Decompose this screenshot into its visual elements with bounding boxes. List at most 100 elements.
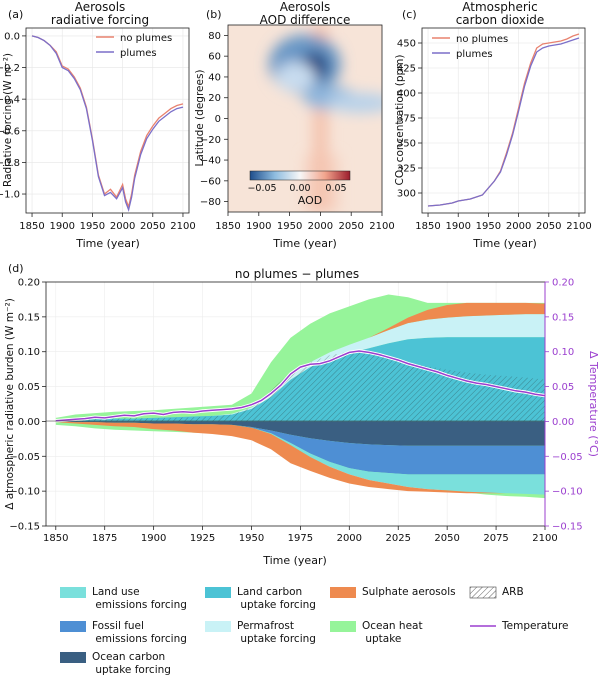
panel-d-xtick-label: 2025 [386, 533, 411, 544]
panel-c-ytick-label: 425 [397, 64, 416, 75]
panel-a-xtick-label: 2100 [170, 221, 195, 232]
panel-d-legend: Land use emissions forcing Land carbon up… [60, 586, 569, 676]
legend-label: Ocean carbon uptake forcing [92, 651, 171, 676]
panel-a-legend: no plumes plumes [96, 33, 172, 59]
legend-label: Temperature [501, 620, 569, 632]
legend-swatch-arb [469, 586, 497, 599]
heatmap-blob-edge [275, 61, 316, 92]
panel-b-xtick-label: 1900 [246, 221, 271, 232]
heatmap-blob-tail2 [326, 92, 382, 113]
panel-d-ytick-label-right: 0.05 [552, 382, 574, 393]
panel-b-xtick-label: 1950 [277, 221, 302, 232]
temperature-line [55, 350, 545, 422]
panel-b-heatmap [228, 25, 382, 212]
panel-a-axes-frame [25, 27, 190, 214]
panel-a-ytick-label: −0.4 [0, 95, 20, 106]
panel-b-title-line1: Aerosols [280, 0, 331, 14]
panel-c-title-line2: carbon dioxide [456, 13, 545, 27]
panel-b-ytick-label: 40 [208, 72, 221, 83]
panel-d-xtick-label: 1925 [190, 533, 215, 544]
panel-d-ytick-label: −0.05 [9, 452, 40, 463]
panel-a-xtick-label: 1850 [19, 221, 44, 232]
panel-b-colorbar: −0.05 0.00 0.05 AOD [247, 170, 351, 207]
panel-d-ytick-label-right: 0.15 [552, 312, 574, 323]
legend-label: Fossil fuel emissions forcing [92, 620, 187, 645]
panel-b-xtick-label: 2100 [369, 221, 394, 232]
panel-b-xlabel: Time (year) [272, 237, 337, 250]
panel-a-ytick-label: 0.0 [4, 31, 20, 42]
panel-d-ytick-label: 0.10 [18, 347, 40, 358]
panel-b: Aerosols AOD difference 1850 1900 1950 2000… [194, 0, 395, 250]
panel-b-ytick-label: −40 [200, 156, 221, 167]
area-negative-1 [55, 421, 545, 475]
panel-c-series-plumes [427, 37, 580, 207]
legend-swatch [60, 587, 86, 598]
legend-label: Land use emissions forcing [92, 586, 187, 611]
panel-d-ytick-label: 0.20 [18, 278, 40, 289]
panel-d-ylabel-right: Δ Temperature (°C) [587, 351, 600, 457]
panel-c-ytick-label: 450 [397, 39, 416, 50]
panel-d-xtick-label: 1875 [92, 533, 117, 544]
panel-a-ytick-label: −0.6 [0, 126, 20, 137]
colorbar-tick-max: 0.05 [325, 183, 346, 194]
legend-label: Land carbon uptake forcing [237, 586, 316, 611]
panel-a-xtick-label: 1950 [80, 221, 105, 232]
panel-a-title-line2: radiative forcing [51, 13, 149, 27]
panel-d-ytick-label: −0.15 [9, 522, 40, 533]
panel-d-ytick-label-right: −0.10 [552, 487, 583, 498]
legend-label: ARB [502, 586, 524, 598]
area-positive-3 [55, 302, 545, 421]
legend-swatch [60, 621, 86, 632]
panel-c-xtick-label: 2100 [566, 221, 591, 232]
panel-b-ytick-label: 80 [208, 31, 221, 42]
area-negative-0 [55, 421, 545, 446]
area-negative-2 [55, 421, 545, 495]
legend-label: Sulphate aerosols [362, 586, 456, 598]
panel-d-ytick-label-right: 0.10 [552, 347, 574, 358]
panel-c-xtick-label: 1950 [476, 221, 501, 232]
panel-d-xtick-label: 2100 [532, 533, 557, 544]
panel-c: Atmospheric carbon dioxide 1850 1900 1950 2… [394, 0, 592, 250]
panel-c-ytick-label: 400 [397, 89, 416, 100]
legend-c-no-plumes: no plumes [456, 34, 508, 45]
legend-swatch [205, 621, 231, 632]
panel-d-xtick-label: 1850 [43, 533, 68, 544]
legend-label: Permafrost uptake forcing [237, 620, 316, 645]
colorbar-tick-mid: 0.00 [289, 183, 310, 194]
panel-c-ytick-label: 300 [397, 189, 416, 200]
panel-d-xtick-label: 2000 [337, 533, 362, 544]
panel-d-ytick-label: 0.15 [18, 312, 40, 323]
legend-swatch [60, 652, 86, 663]
panel-d-xtick-label: 1950 [239, 533, 264, 544]
panel-d-ytick-label-right: 0.20 [552, 278, 574, 289]
panel-d-ytick-label-right: −0.15 [552, 522, 583, 533]
panel-d-ytick-label-right: 0.00 [552, 417, 574, 428]
panel-a-ytick-label: −1.0 [0, 190, 20, 201]
panel-d-xlabel: Time (year) [262, 554, 327, 567]
panel-label-c: (c) [402, 8, 417, 21]
panel-d-ytick-label-right: −0.05 [552, 452, 583, 463]
panel-a-xtick-label: 1900 [49, 221, 74, 232]
panel-c-xtick-label: 1850 [415, 221, 440, 232]
panel-d-xtick-label: 2075 [483, 533, 508, 544]
legend-label: Ocean heat uptake [362, 620, 423, 645]
panel-b-ytick-label: 0 [215, 114, 221, 125]
panel-label-d: (d) [8, 262, 24, 275]
panel-d: no plumes − plumes 1850 1875 1900 1925 1950 1… [4, 267, 600, 567]
panel-c-xtick-label: 2050 [536, 221, 561, 232]
panel-a-series-plumes [31, 35, 184, 213]
panel-label-a: (a) [8, 8, 23, 21]
panel-b-xtick-label: 2050 [338, 221, 363, 232]
legend-swatch [205, 587, 231, 598]
area-negative-3 [55, 421, 545, 495]
heatmap-band-south [305, 154, 339, 212]
colorbar-tick-min: −0.05 [247, 183, 276, 194]
panel-c-axes-frame [421, 27, 586, 214]
panel-b-ytick-label: −80 [200, 197, 221, 208]
panel-b-ytick-label: −20 [200, 135, 221, 146]
legend-a-plumes: plumes [120, 48, 157, 59]
panel-d-title: no plumes − plumes [235, 267, 359, 281]
colorbar-bar [249, 170, 351, 181]
panel-a-ytick-label: −0.2 [0, 63, 20, 74]
panel-d-xtick-label: 1975 [288, 533, 313, 544]
